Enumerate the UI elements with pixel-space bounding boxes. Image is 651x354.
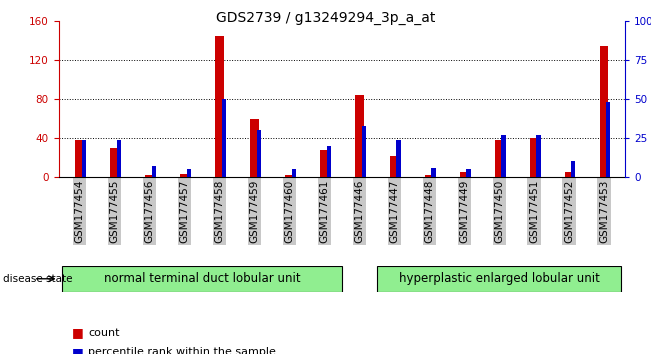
Bar [361,126,366,177]
Bar [564,172,574,177]
Bar [425,175,434,177]
Bar [536,135,540,177]
Bar [180,174,189,177]
Text: disease state: disease state [3,274,73,284]
Bar [292,169,296,177]
Bar [285,175,294,177]
Bar [82,139,86,177]
Text: ■: ■ [72,346,83,354]
Bar [432,168,436,177]
Bar [110,148,119,177]
Text: ■: ■ [72,326,83,339]
Bar [152,166,156,177]
Bar [145,175,154,177]
Bar [187,169,191,177]
Bar [460,172,469,177]
FancyBboxPatch shape [62,266,342,292]
Text: count: count [88,328,119,338]
Bar [256,130,261,177]
Bar [600,46,608,177]
Bar [530,138,538,177]
Bar [222,99,226,177]
Bar [466,169,471,177]
Bar [355,95,364,177]
Text: hyperplastic enlarged lobular unit: hyperplastic enlarged lobular unit [398,272,600,285]
FancyBboxPatch shape [377,266,622,292]
Bar [215,36,224,177]
Text: GDS2739 / g13249294_3p_a_at: GDS2739 / g13249294_3p_a_at [216,11,435,25]
Text: normal terminal duct lobular unit: normal terminal duct lobular unit [104,272,300,285]
Bar [76,140,84,177]
Bar [320,150,329,177]
Bar [606,102,611,177]
Bar [572,161,575,177]
Bar [390,156,398,177]
Bar [327,146,331,177]
Bar [250,119,258,177]
Bar [396,139,400,177]
Bar [117,139,121,177]
Text: percentile rank within the sample: percentile rank within the sample [88,347,276,354]
Bar [501,135,506,177]
Bar [495,140,503,177]
